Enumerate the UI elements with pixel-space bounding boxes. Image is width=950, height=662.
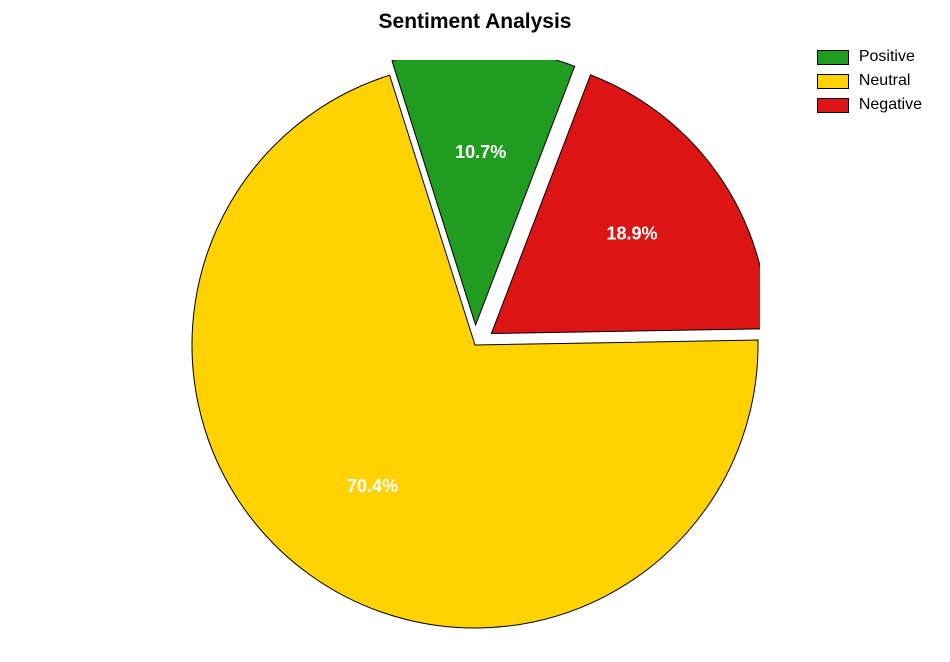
pie-label-neutral: 70.4%	[347, 476, 398, 496]
pie-label-negative: 18.9%	[607, 224, 658, 244]
chart-title: Sentiment Analysis	[0, 10, 950, 34]
legend-item-positive: Positive	[817, 48, 922, 66]
pie-label-positive: 10.7%	[455, 142, 506, 162]
legend-swatch-negative	[817, 98, 849, 113]
legend: Positive Neutral Negative	[817, 48, 922, 120]
pie-chart: 70.4% 10.7% 18.9%	[190, 60, 760, 630]
legend-item-negative: Negative	[817, 96, 922, 114]
legend-label-negative: Negative	[859, 96, 922, 114]
legend-label-positive: Positive	[859, 48, 915, 66]
legend-item-neutral: Neutral	[817, 72, 922, 90]
legend-swatch-neutral	[817, 74, 849, 89]
legend-label-neutral: Neutral	[859, 72, 911, 90]
legend-swatch-positive	[817, 50, 849, 65]
